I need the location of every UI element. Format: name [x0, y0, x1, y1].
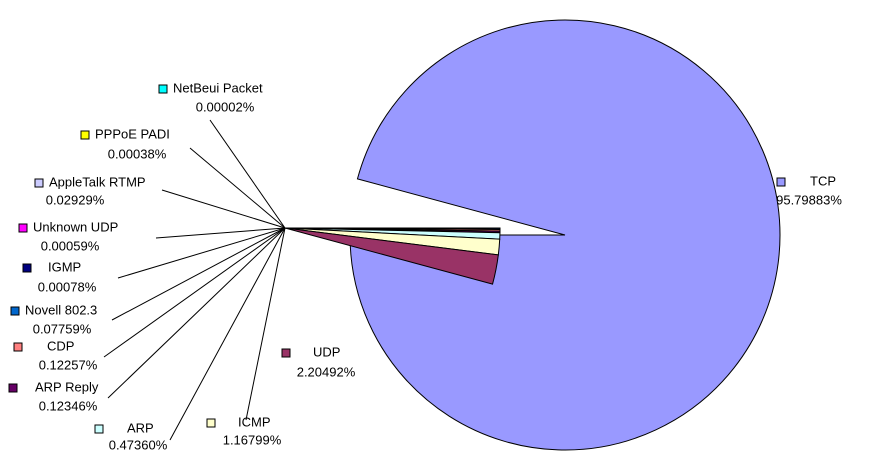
slice-value: 0.02929% [46, 192, 105, 207]
slice-value: 1.16799% [223, 432, 282, 447]
legend-swatch [22, 263, 32, 273]
legend-swatch [94, 424, 104, 434]
legend-swatch [34, 178, 44, 188]
leader-line [111, 227, 286, 321]
slice-value: 0.00078% [38, 279, 97, 294]
legend-swatch [776, 177, 786, 187]
slice-name: ARP Reply [35, 379, 99, 394]
slice-name: Unknown UDP [33, 219, 118, 234]
leader-line [107, 227, 286, 399]
slice-name: UDP [313, 344, 340, 359]
leader-line [103, 227, 286, 358]
slice-value: 0.00002% [196, 99, 255, 114]
leader-line [155, 227, 286, 239]
slice-name: PPPoE PADI [95, 126, 170, 141]
legend-swatch [206, 418, 216, 428]
leader-line [245, 227, 286, 421]
slice-name: AppleTalk RTMP [49, 174, 146, 189]
slice-value: 0.07759% [33, 321, 92, 336]
slice-name: IGMP [48, 259, 81, 274]
slice-name: TCP [810, 173, 836, 188]
slice-value: 2.20492% [297, 364, 356, 379]
slice-value: 0.12257% [39, 357, 98, 372]
legend-swatch [281, 348, 291, 358]
slice-name: ICMP [238, 414, 271, 429]
slice-name: ARP [127, 420, 154, 435]
legend-swatch [158, 84, 168, 94]
slice-value: 0.00038% [108, 146, 167, 161]
slice-value: 0.12346% [39, 398, 98, 413]
leader-line [189, 147, 286, 229]
legend-swatch [10, 306, 20, 316]
leader-line [169, 227, 286, 441]
slice-value: 0.00059% [41, 238, 100, 253]
leader-line [161, 189, 286, 229]
legend-swatch [18, 223, 28, 233]
slice-name: CDP [47, 338, 74, 353]
pie-slice [349, 19, 781, 451]
legend-swatch [8, 383, 18, 393]
slice-value: 0.47360% [109, 437, 168, 452]
legend-swatch [13, 342, 23, 352]
slice-name: Novell 802.3 [25, 302, 97, 317]
slice-name: NetBeui Packet [173, 80, 263, 95]
pie-slice [284, 227, 499, 285]
legend-swatch [80, 130, 90, 140]
leader-line [209, 119, 286, 229]
leader-line [117, 227, 286, 279]
slice-value: 95.79883% [776, 192, 842, 207]
